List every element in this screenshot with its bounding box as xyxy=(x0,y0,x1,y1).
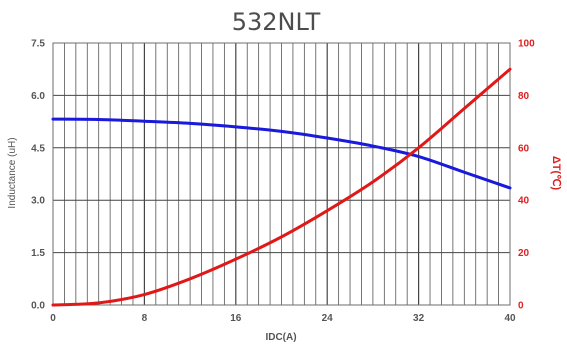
y-right-tick-label: 100 xyxy=(518,39,535,50)
y-right-tick-label: 40 xyxy=(518,196,530,207)
y-right-tick-label: 20 xyxy=(518,248,530,259)
y-axis-label-left: Inductance (uH) xyxy=(7,137,18,208)
left-axis-ticks: 0.0 1.5 3.0 4.5 6.0 7.5 xyxy=(31,39,45,312)
grid-minor xyxy=(64,43,499,305)
y-left-tick-label: 3.0 xyxy=(31,196,45,207)
x-tick-label: 8 xyxy=(142,313,148,324)
y-left-tick-label: 6.0 xyxy=(31,91,45,102)
y-left-tick-label: 1.5 xyxy=(31,248,45,259)
y-left-tick-label: 0.0 xyxy=(31,301,45,312)
x-axis-label: IDC(A) xyxy=(265,332,296,343)
y-right-tick-label: 60 xyxy=(518,143,530,154)
plot-frame xyxy=(52,42,511,306)
y-right-tick-label: 80 xyxy=(518,91,530,102)
temperature-rise-line xyxy=(51,67,512,307)
grid-major xyxy=(53,43,510,305)
x-tick-label: 16 xyxy=(230,313,242,324)
x-tick-label: 0 xyxy=(50,313,56,324)
x-tick-label: 32 xyxy=(413,313,425,324)
y-axis-label-right: ΔT(℃) xyxy=(550,156,562,191)
x-tick-label: 24 xyxy=(322,313,334,324)
x-axis-ticks: 0 8 16 24 32 40 xyxy=(50,313,516,324)
y-left-tick-label: 4.5 xyxy=(31,143,45,154)
chart-title: 532NLT xyxy=(232,8,321,36)
right-axis-ticks: 0 20 40 60 80 100 xyxy=(518,39,535,312)
series-group xyxy=(51,67,512,307)
y-right-tick-label: 0 xyxy=(518,301,524,312)
x-tick-label: 40 xyxy=(504,313,516,324)
inductance-line xyxy=(51,117,512,190)
y-left-tick-label: 7.5 xyxy=(31,39,45,50)
